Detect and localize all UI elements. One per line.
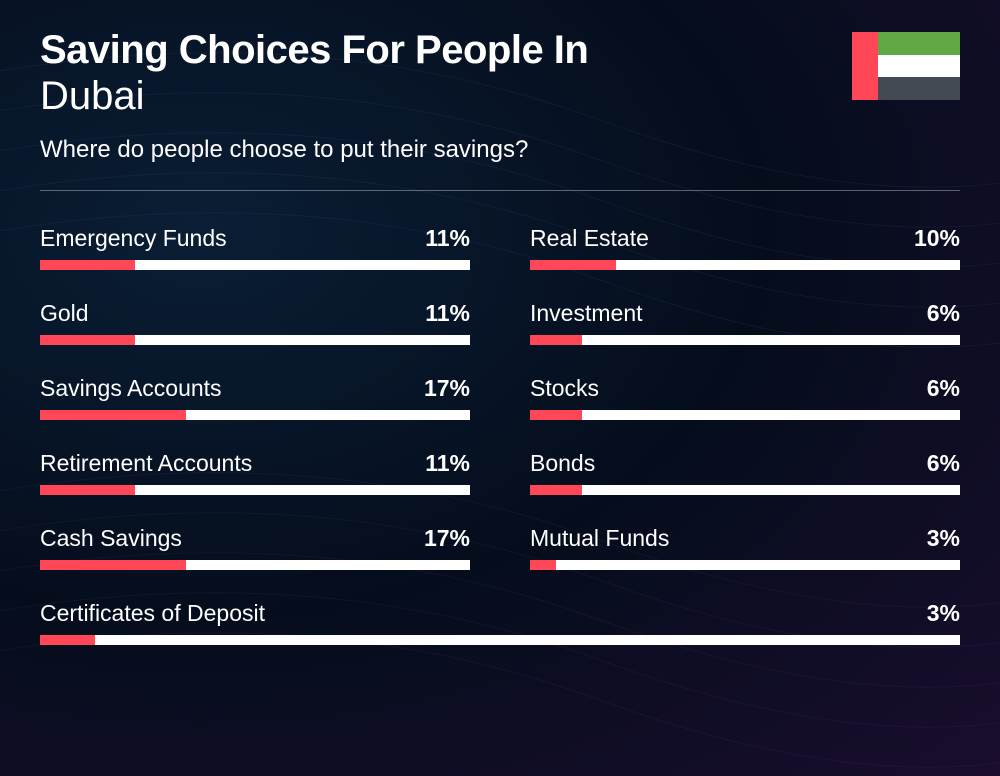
item-head: Gold 11% <box>40 300 470 327</box>
item-head: Retirement Accounts 11% <box>40 450 470 477</box>
flag-hoist <box>852 32 878 100</box>
item-head: Cash Savings 17% <box>40 525 470 552</box>
saving-item: Certificates of Deposit 3% <box>40 600 960 645</box>
item-label: Retirement Accounts <box>40 450 252 477</box>
title-main: Saving Choices For People In <box>40 28 852 72</box>
item-value: 11% <box>425 225 470 252</box>
item-value: 3% <box>927 525 960 552</box>
bar-track <box>530 260 960 270</box>
item-value: 10% <box>914 225 960 252</box>
uae-flag-icon <box>852 32 960 100</box>
bar-fill <box>40 485 135 495</box>
bar-fill <box>40 410 186 420</box>
title-block: Saving Choices For People In Dubai Where… <box>40 28 852 164</box>
saving-item: Bonds 6% <box>530 450 960 495</box>
item-value: 17% <box>424 525 470 552</box>
item-value: 11% <box>425 450 470 477</box>
item-head: Certificates of Deposit 3% <box>40 600 960 627</box>
bar-track <box>530 410 960 420</box>
flag-stripe-bot <box>878 77 960 100</box>
bar-fill <box>40 635 95 645</box>
item-value: 3% <box>927 600 960 627</box>
item-label: Investment <box>530 300 643 327</box>
subtitle: Where do people choose to put their savi… <box>40 136 852 164</box>
item-label: Mutual Funds <box>530 525 669 552</box>
item-head: Stocks 6% <box>530 375 960 402</box>
header: Saving Choices For People In Dubai Where… <box>40 28 960 164</box>
item-label: Real Estate <box>530 225 649 252</box>
item-head: Real Estate 10% <box>530 225 960 252</box>
bar-fill <box>530 410 582 420</box>
item-label: Certificates of Deposit <box>40 600 265 627</box>
bar-track <box>40 335 470 345</box>
bar-fill <box>530 485 582 495</box>
item-head: Investment 6% <box>530 300 960 327</box>
bar-track <box>530 335 960 345</box>
saving-item: Retirement Accounts 11% <box>40 450 470 495</box>
saving-item: Emergency Funds 11% <box>40 225 470 270</box>
item-value: 6% <box>927 300 960 327</box>
saving-item: Cash Savings 17% <box>40 525 470 570</box>
bar-track <box>530 560 960 570</box>
bar-track <box>530 485 960 495</box>
bar-fill <box>40 260 135 270</box>
saving-item: Mutual Funds 3% <box>530 525 960 570</box>
bar-track <box>40 410 470 420</box>
bar-fill <box>530 335 582 345</box>
divider <box>40 190 960 191</box>
title-sub: Dubai <box>40 74 852 118</box>
item-value: 6% <box>927 375 960 402</box>
bar-fill <box>40 560 186 570</box>
bar-track <box>40 635 960 645</box>
bar-fill <box>530 260 616 270</box>
item-head: Savings Accounts 17% <box>40 375 470 402</box>
item-label: Stocks <box>530 375 599 402</box>
saving-item: Investment 6% <box>530 300 960 345</box>
bar-fill <box>530 560 556 570</box>
item-label: Cash Savings <box>40 525 182 552</box>
item-value: 6% <box>927 450 960 477</box>
item-label: Emergency Funds <box>40 225 227 252</box>
item-label: Bonds <box>530 450 595 477</box>
item-label: Savings Accounts <box>40 375 222 402</box>
item-label: Gold <box>40 300 89 327</box>
item-head: Bonds 6% <box>530 450 960 477</box>
item-head: Emergency Funds 11% <box>40 225 470 252</box>
infographic-content: Saving Choices For People In Dubai Where… <box>0 0 1000 673</box>
bar-fill <box>40 335 135 345</box>
saving-item: Stocks 6% <box>530 375 960 420</box>
item-value: 11% <box>425 300 470 327</box>
bar-track <box>40 560 470 570</box>
bar-track <box>40 260 470 270</box>
bar-track <box>40 485 470 495</box>
item-value: 17% <box>424 375 470 402</box>
flag-stripe-mid <box>878 55 960 78</box>
items-grid: Emergency Funds 11% Real Estate 10% Gold 11% I… <box>40 225 960 645</box>
flag-stripes <box>878 32 960 100</box>
saving-item: Savings Accounts 17% <box>40 375 470 420</box>
flag-stripe-top <box>878 32 960 55</box>
item-head: Mutual Funds 3% <box>530 525 960 552</box>
saving-item: Gold 11% <box>40 300 470 345</box>
saving-item: Real Estate 10% <box>530 225 960 270</box>
